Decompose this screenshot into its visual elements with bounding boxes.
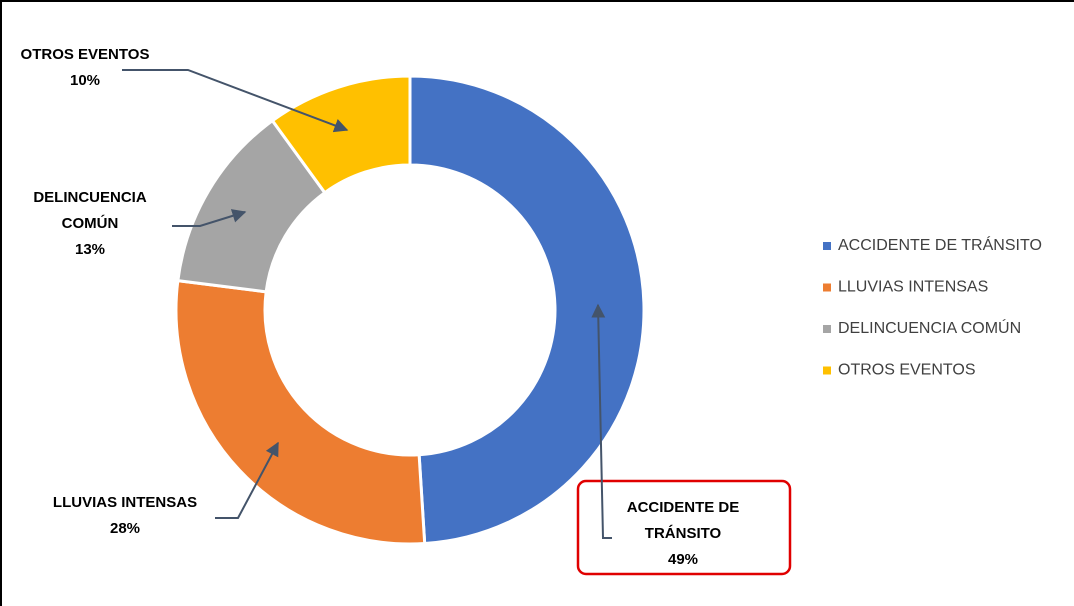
legend-label: OTROS EVENTOS bbox=[838, 362, 976, 379]
label-value: 10% bbox=[69, 72, 101, 89]
leader-arrow bbox=[122, 69, 349, 133]
leader-arrow bbox=[172, 209, 247, 227]
highlight-box bbox=[576, 479, 792, 576]
data-label: ACCIDENTE DE TRÁNSITO 49% bbox=[613, 495, 753, 573]
donut bbox=[174, 74, 646, 546]
label-value: 28% bbox=[109, 520, 141, 537]
label-value: 13% bbox=[74, 241, 106, 258]
legend-label: LLUVIAS INTENSAS bbox=[838, 279, 988, 296]
slice bbox=[408, 74, 646, 546]
label-name: DELINCUENCIA COMÚN bbox=[33, 189, 147, 232]
leader-arrow bbox=[591, 303, 612, 539]
data-label: OTROS EVENTOS 10% bbox=[10, 42, 160, 94]
legend: ACCIDENTE DE TRÁNSITO LLUVIAS INTENSAS DEL… bbox=[823, 235, 1042, 379]
label-name: ACCIDENTE DE TRÁNSITO bbox=[626, 499, 740, 542]
data-label: DELINCUENCIA COMÚN 13% bbox=[20, 185, 160, 263]
legend-swatch bbox=[823, 283, 831, 292]
data-label: LLUVIAS INTENSAS 28% bbox=[35, 490, 215, 542]
legend-swatch bbox=[823, 366, 831, 375]
legend-label: ACCIDENTE DE TRÁNSITO bbox=[838, 235, 1042, 254]
legend-label: DELINCUENCIA COMÚN bbox=[838, 318, 1021, 337]
slice bbox=[174, 278, 427, 546]
label-value: 49% bbox=[667, 551, 699, 568]
label-name: LLUVIAS INTENSAS bbox=[52, 494, 198, 511]
label-name: OTROS EVENTOS bbox=[20, 46, 150, 63]
legend-swatch bbox=[823, 325, 831, 333]
leader-arrow bbox=[215, 441, 279, 519]
slice bbox=[270, 74, 412, 195]
legend-swatch bbox=[823, 242, 831, 250]
